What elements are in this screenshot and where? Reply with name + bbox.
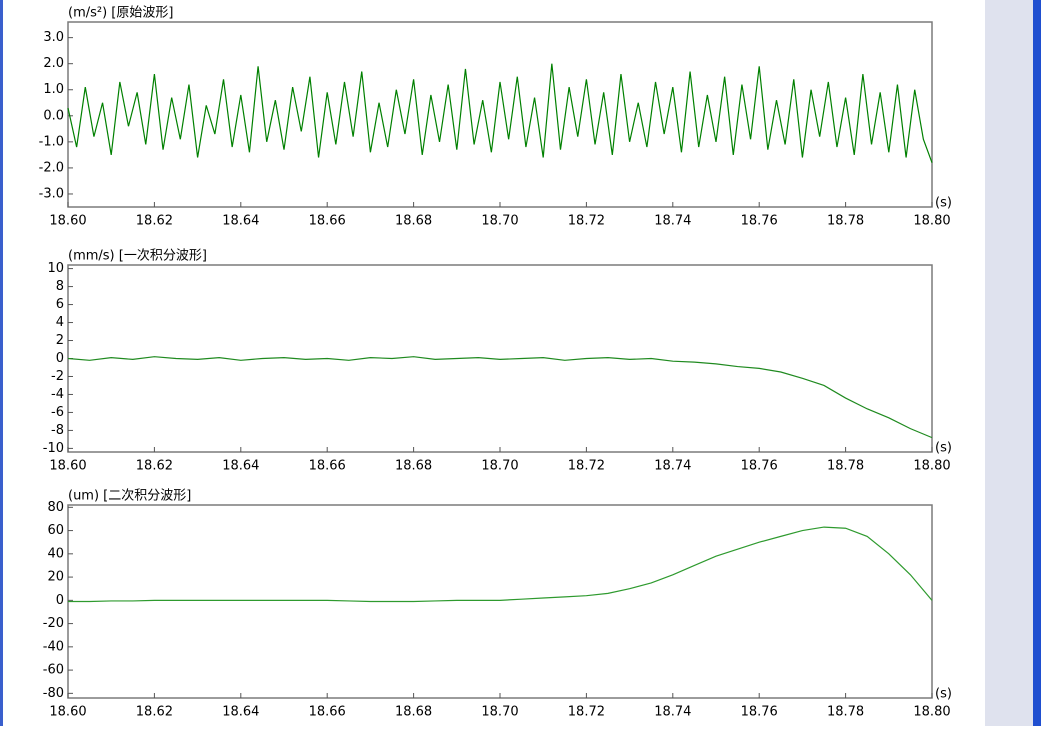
x-tick-label: 18.74	[654, 459, 691, 474]
plot-area	[67, 264, 933, 453]
y-tick-label: 40	[47, 546, 64, 561]
y-tick-label: 3.0	[43, 30, 64, 45]
x-tick-label: 18.62	[136, 705, 173, 720]
y-tick-label: 0.0	[43, 108, 64, 123]
y-tick-label: -80	[43, 686, 64, 701]
x-tick-label: 18.72	[568, 459, 605, 474]
plot-area	[67, 21, 933, 208]
x-tick-label: 18.70	[481, 459, 518, 474]
x-tick-label: 18.64	[222, 459, 259, 474]
y-tick-label: -60	[43, 663, 64, 678]
x-tick-label: 18.78	[827, 459, 864, 474]
plot-area	[67, 504, 933, 699]
x-tick-label: 18.60	[49, 705, 86, 720]
x-tick-label: 18.80	[913, 459, 950, 474]
x-tick-label: 18.78	[827, 705, 864, 720]
x-tick-label: 18.66	[309, 705, 346, 720]
chart-title: (m/s²) [原始波形]	[68, 6, 173, 21]
x-tick-label: 18.78	[827, 214, 864, 229]
x-tick-label: 18.66	[309, 459, 346, 474]
y-tick-label: -3.0	[39, 186, 64, 201]
y-tick-label: 60	[47, 523, 64, 538]
y-tick-label: -10	[43, 441, 64, 456]
x-tick-label: 18.76	[741, 214, 778, 229]
y-tick-label: 2.0	[43, 56, 64, 71]
y-tick-label: -40	[43, 639, 64, 654]
x-tick-label: 18.72	[568, 214, 605, 229]
y-tick-label: 1.0	[43, 82, 64, 97]
y-tick-label: -20	[43, 616, 64, 631]
x-tick-label: 18.80	[913, 705, 950, 720]
x-tick-label: 18.60	[49, 459, 86, 474]
y-tick-label: -2	[51, 369, 64, 384]
y-tick-label: 2	[56, 333, 64, 348]
y-tick-label: 20	[47, 570, 64, 585]
y-tick-label: 8	[56, 279, 64, 294]
y-tick-label: 0	[56, 593, 64, 608]
x-tick-label: 18.76	[741, 459, 778, 474]
y-tick-label: 80	[47, 500, 64, 515]
x-axis-unit: (s)	[935, 196, 952, 211]
window-edge-left	[0, 0, 3, 726]
side-panel	[985, 0, 1033, 726]
y-tick-label: 10	[47, 261, 64, 276]
x-tick-label: 18.68	[395, 214, 432, 229]
x-tick-label: 18.60	[49, 214, 86, 229]
x-tick-label: 18.72	[568, 705, 605, 720]
x-axis-unit: (s)	[935, 687, 952, 702]
y-tick-label: -4	[51, 387, 64, 402]
x-tick-label: 18.68	[395, 459, 432, 474]
x-tick-label: 18.62	[136, 459, 173, 474]
y-tick-label: 4	[56, 315, 64, 330]
x-tick-label: 18.70	[481, 214, 518, 229]
x-tick-label: 18.70	[481, 705, 518, 720]
chart-title: (mm/s) [一次积分波形]	[68, 248, 207, 264]
x-tick-label: 18.66	[309, 214, 346, 229]
x-tick-label: 18.80	[913, 214, 950, 229]
x-tick-label: 18.64	[222, 705, 259, 720]
waveform-line	[68, 526, 933, 603]
x-tick-label: 18.62	[136, 214, 173, 229]
y-tick-label: -8	[51, 423, 64, 438]
x-tick-label: 18.74	[654, 214, 691, 229]
y-tick-label: -2.0	[39, 160, 64, 175]
x-tick-label: 18.74	[654, 705, 691, 720]
x-tick-label: 18.64	[222, 214, 259, 229]
y-tick-label: -6	[51, 405, 64, 420]
window-edge-right	[1033, 0, 1041, 726]
chart-title: (um) [二次积分波形]	[68, 488, 191, 504]
y-tick-label: -1.0	[39, 134, 64, 149]
x-tick-label: 18.68	[395, 705, 432, 720]
x-tick-label: 18.76	[741, 705, 778, 720]
waveform-line	[67, 63, 933, 163]
x-axis-unit: (s)	[935, 441, 952, 456]
y-tick-label: 6	[56, 297, 64, 312]
y-tick-label: 0	[56, 351, 64, 366]
waveform-line	[67, 356, 933, 439]
